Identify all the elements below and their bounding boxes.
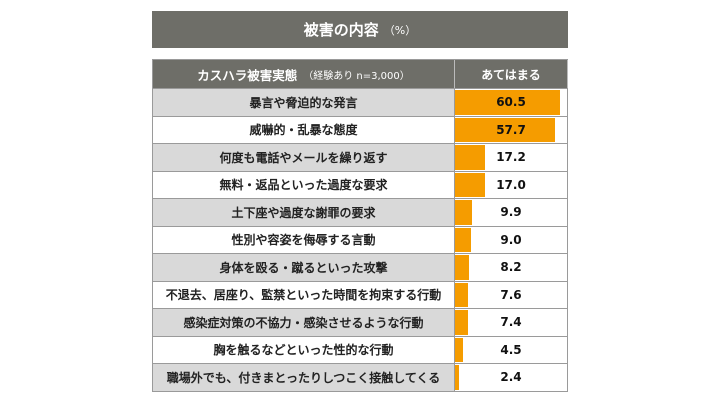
table-row: 何度も電話やメールを繰り返す 17.2: [152, 144, 568, 172]
data-label: 7.6: [500, 287, 522, 302]
table-header-row: カスハラ被害実態 （経験あり n=3,000） あてはまる: [152, 60, 568, 89]
data-label: 57.7: [496, 122, 526, 137]
value-cell: 7.6: [455, 281, 568, 308]
bar: [455, 310, 468, 335]
table-row: 無料・返品といった過度な要求 17.0: [152, 171, 568, 199]
bar: [455, 200, 473, 225]
data-label: 17.2: [496, 150, 526, 165]
data-label: 8.2: [500, 260, 522, 275]
table-row: 暴言や脅迫的な発言 60.5: [152, 89, 568, 117]
category-label: 土下座や過度な謝罪の要求: [152, 199, 455, 226]
bar: [455, 282, 469, 307]
category-label: 職場外でも、付きまとったりしつこく接触してくる: [152, 364, 455, 391]
value-cell: 8.2: [455, 254, 568, 281]
bar: [455, 227, 471, 252]
table-row: 不退去、居座り、監禁といった時間を拘束する行動 7.6: [152, 281, 568, 309]
category-header-label: カスハラ被害実態: [197, 67, 298, 83]
value-cell: 60.5: [455, 89, 568, 116]
category-label: 身体を殴る・蹴るといった攻撃: [152, 254, 455, 281]
value-cell: 4.5: [455, 336, 568, 363]
data-label: 9.0: [500, 232, 522, 247]
table-row: 身体を殴る・蹴るといった攻撃 8.2: [152, 254, 568, 282]
bar: [455, 255, 470, 280]
category-header-sub: （経験あり n=3,000）: [303, 70, 410, 82]
value-cell: 17.2: [455, 144, 568, 171]
value-cell: 7.4: [455, 309, 568, 336]
chart-title-bar: 被害の内容 （%）: [152, 11, 568, 48]
bar: [455, 337, 463, 362]
category-label: 感染症対策の不協力・感染させるような行動: [152, 309, 455, 336]
category-label: 何度も電話やメールを繰り返す: [152, 144, 455, 171]
category-label: 性別や容姿を侮辱する言動: [152, 226, 455, 253]
bar: [455, 90, 560, 115]
chart-title-unit: （%）: [383, 23, 417, 37]
table-row: 土下座や過度な謝罪の要求 9.9: [152, 199, 568, 227]
value-cell: 9.0: [455, 226, 568, 253]
table-row: 威嚇的・乱暴な態度 57.7: [152, 116, 568, 144]
table-row: 職場外でも、付きまとったりしつこく接触してくる 2.4: [152, 364, 568, 392]
category-label: 暴言や脅迫的な発言: [152, 89, 455, 116]
bar: [455, 172, 485, 197]
table-row: 感染症対策の不協力・感染させるような行動 7.4: [152, 309, 568, 337]
category-label: 胸を触るなどといった性的な行動: [152, 336, 455, 363]
value-cell: 57.7: [455, 116, 568, 143]
value-header: あてはまる: [455, 60, 568, 88]
value-cell: 2.4: [455, 364, 568, 391]
chart-title: 被害の内容: [303, 21, 379, 39]
table-body: 暴言や脅迫的な発言 60.5 威嚇的・乱暴な態度 57.7 何度も電話やメールを繰り返す…: [152, 89, 568, 392]
data-label: 60.5: [496, 95, 526, 110]
category-label: 無料・返品といった過度な要求: [152, 171, 455, 198]
bar: [455, 117, 556, 142]
category-label: 不退去、居座り、監禁といった時間を拘束する行動: [152, 281, 455, 308]
data-label: 9.9: [500, 205, 522, 220]
bar: [455, 365, 460, 390]
bar: [455, 145, 485, 170]
value-cell: 9.9: [455, 199, 568, 226]
table-row: 胸を触るなどといった性的な行動 4.5: [152, 336, 568, 364]
data-label: 7.4: [500, 315, 522, 330]
data-label: 4.5: [500, 342, 522, 357]
table-row: 性別や容姿を侮辱する言動 9.0: [152, 226, 568, 254]
value-cell: 17.0: [455, 171, 568, 198]
category-label: 威嚇的・乱暴な態度: [152, 116, 455, 143]
data-label: 17.0: [496, 177, 526, 192]
data-label: 2.4: [500, 370, 522, 385]
data-table: カスハラ被害実態 （経験あり n=3,000） あてはまる 暴言や脅迫的な発言 6…: [152, 59, 568, 392]
category-header: カスハラ被害実態 （経験あり n=3,000）: [152, 60, 455, 88]
value-header-label: あてはまる: [481, 67, 541, 82]
